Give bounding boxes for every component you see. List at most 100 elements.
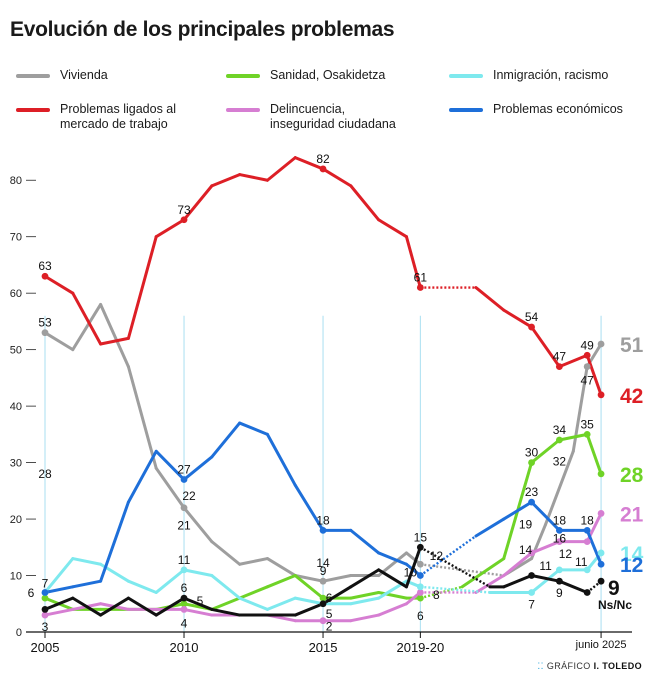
legend-swatch-sanidad bbox=[226, 74, 260, 78]
series-segment-vivienda bbox=[71, 302, 103, 352]
marker-sanidad-osakidetza-2010 bbox=[180, 600, 188, 608]
marker-vivienda-2005 bbox=[41, 329, 49, 337]
data-label-35: 34 bbox=[553, 423, 567, 437]
series-segment-problemas-ligados-al-mercado-de-trabajo bbox=[321, 167, 353, 188]
series-segment-ns-nc bbox=[557, 579, 589, 594]
data-label-40: 9 bbox=[556, 586, 563, 600]
series-segment-ns-nc bbox=[419, 546, 491, 588]
series-segment-ns-nc bbox=[210, 607, 242, 617]
end-label-delincuencia-inseguridad-ciudadana: 21 bbox=[620, 503, 644, 526]
marker-problemas-ligados-al-mercado-de-trabajo-2018-5 bbox=[416, 284, 424, 291]
series-segment-problemas-economicos bbox=[530, 500, 561, 532]
chart-series bbox=[43, 156, 603, 623]
marker-delincuencia-inseguridad-ciudadana-2023-5 bbox=[555, 538, 563, 546]
series-segment-problemas-economicos bbox=[293, 483, 325, 532]
series-segment-problemas-economicos bbox=[238, 421, 269, 436]
series-segment-sanidad-osakidetza bbox=[238, 585, 269, 600]
series-segment-problemas-ligados-al-mercado-de-trabajo bbox=[349, 184, 381, 222]
legend-label-vivienda: Vivienda bbox=[60, 68, 108, 82]
series-segment-ns-nc bbox=[530, 574, 561, 583]
data-label-7: 27 bbox=[177, 463, 191, 477]
y-tick-label-70: 70 bbox=[10, 232, 22, 244]
data-label-45: 11 bbox=[575, 555, 588, 569]
marker-problemas-ligados-al-mercado-de-trabajo-2005 bbox=[41, 272, 49, 280]
credit: ⁚⁚ GRÁFICO I. TOLEDO bbox=[537, 661, 642, 672]
series-segment-problemas-economicos bbox=[154, 449, 186, 482]
series-segment-ns-nc bbox=[126, 596, 158, 617]
series-segment-ns-nc bbox=[586, 580, 602, 594]
series-segment-problemas-economicos bbox=[502, 500, 534, 521]
series-problemas-ligados-al-mercado-de-trabajo bbox=[43, 156, 603, 397]
x-axis: 2005 2010 2015 2019-20 junio 2025 bbox=[26, 631, 632, 655]
series-segment-problemas-ligados-al-mercado-de-trabajo bbox=[377, 218, 408, 239]
series-segment-ns-nc bbox=[321, 585, 353, 606]
marker-problemas-ligados-al-mercado-de-trabajo-2024-5 bbox=[583, 351, 591, 359]
series-segment-sanidad-osakidetza bbox=[377, 590, 408, 600]
data-label-30: 19 bbox=[519, 518, 533, 532]
series-segment-problemas-economicos bbox=[419, 535, 477, 577]
series-segment-vivienda bbox=[321, 574, 353, 583]
y-axis: 0 10 20 30 40 50 60 70 80 bbox=[10, 175, 36, 639]
legend-item-sanidad: Sanidad, Osakidetza bbox=[226, 68, 385, 83]
series-segment-problemas-ligados-al-mercado-de-trabajo bbox=[474, 286, 506, 312]
series-segment-problemas-ligados-al-mercado-de-trabajo bbox=[502, 308, 534, 329]
data-label-2: 28 bbox=[38, 467, 52, 481]
series-segment-problemas-economicos bbox=[377, 551, 408, 566]
legend-swatch-delincuencia bbox=[226, 108, 260, 112]
data-label-32: 11 bbox=[539, 559, 552, 573]
marker-sanidad-osakidetza-2022-5 bbox=[528, 459, 535, 466]
series-segment-vivienda bbox=[43, 331, 75, 352]
marker-problemas-economicos-2018-5 bbox=[416, 572, 424, 579]
marker-inmigracion-racismo-2025 bbox=[597, 549, 605, 557]
credit-author: I. TOLEDO bbox=[593, 661, 642, 671]
marker-sanidad-osakidetza-2018-5 bbox=[416, 594, 424, 602]
series-inmigracion-racismo bbox=[43, 551, 603, 611]
marker-delincuencia-inseguridad-ciudadana-2022-5 bbox=[528, 549, 535, 557]
series-segment-inmigracion-racismo bbox=[293, 596, 325, 606]
marker-sanidad-osakidetza-2015 bbox=[319, 594, 327, 602]
data-label-33: 7 bbox=[528, 597, 535, 611]
legend-label-inmigracion: Inmigración, racismo bbox=[493, 68, 609, 82]
data-label-36: 32 bbox=[553, 454, 567, 468]
data-label-24: 10 bbox=[404, 566, 418, 580]
marker-problemas-economicos-2010 bbox=[180, 476, 188, 483]
marker-sanidad-osakidetza-2024-5 bbox=[583, 430, 591, 438]
series-segment-inmigracion-racismo bbox=[238, 596, 269, 611]
data-label-3: 7 bbox=[42, 576, 49, 590]
series-segment-problemas-economicos bbox=[585, 528, 603, 566]
series-segment-sanidad-osakidetza bbox=[210, 596, 242, 611]
series-segment-problemas-ligados-al-mercado-de-trabajo bbox=[126, 235, 158, 340]
data-label-20: 2 bbox=[326, 620, 333, 634]
series-segment-problemas-ligados-al-mercado-de-trabajo bbox=[210, 173, 242, 188]
series-segment-vivienda bbox=[238, 557, 269, 566]
end-sublabel-ns-nc: Ns/Nc bbox=[598, 598, 632, 612]
marker-vivienda-2010 bbox=[180, 504, 188, 512]
series-segment-problemas-ligados-al-mercado-de-trabajo bbox=[404, 235, 422, 290]
series-segment-problemas-ligados-al-mercado-de-trabajo bbox=[585, 353, 603, 397]
series-segment-sanidad-osakidetza bbox=[265, 574, 297, 589]
series-segment-problemas-ligados-al-mercado-de-trabajo bbox=[293, 156, 325, 171]
marker-inmigracion-racismo-2018-5 bbox=[416, 583, 424, 591]
series-segment-problemas-economicos bbox=[210, 421, 242, 459]
series-segment-problemas-ligados-al-mercado-de-trabajo bbox=[182, 184, 214, 222]
data-label-6: 73 bbox=[177, 203, 191, 217]
marker-vivienda-2018-5 bbox=[416, 560, 424, 568]
series-segment-sanidad-osakidetza bbox=[293, 574, 325, 600]
data-label-29: 23 bbox=[525, 485, 539, 499]
series-segment-ns-nc bbox=[182, 596, 214, 611]
legend-item-inmigracion: Inmigración, racismo bbox=[449, 68, 608, 83]
series-segment-ns-nc bbox=[71, 596, 103, 617]
series-segment-problemas-ligados-al-mercado-de-trabajo bbox=[99, 336, 130, 346]
series-segment-problemas-ligados-al-mercado-de-trabajo bbox=[557, 353, 589, 369]
marker-problemas-ligados-al-mercado-de-trabajo-2023-5 bbox=[555, 363, 563, 370]
series-segment-problemas-ligados-al-mercado-de-trabajo bbox=[154, 218, 186, 239]
legend-swatch-mercado-trabajo bbox=[16, 108, 50, 112]
chart-title: Evolución de los principales problemas bbox=[10, 18, 395, 41]
marker-problemas-ligados-al-mercado-de-trabajo-2025 bbox=[597, 391, 605, 399]
end-label-ns-nc: 9 bbox=[608, 577, 620, 600]
end-label-vivienda: 51 bbox=[620, 334, 644, 357]
series-segment-vivienda bbox=[293, 574, 325, 583]
end-label-problemas-ligados-al-mercado-de-trabajo: 42 bbox=[620, 385, 643, 408]
series-segment-sanidad-osakidetza bbox=[557, 432, 589, 442]
